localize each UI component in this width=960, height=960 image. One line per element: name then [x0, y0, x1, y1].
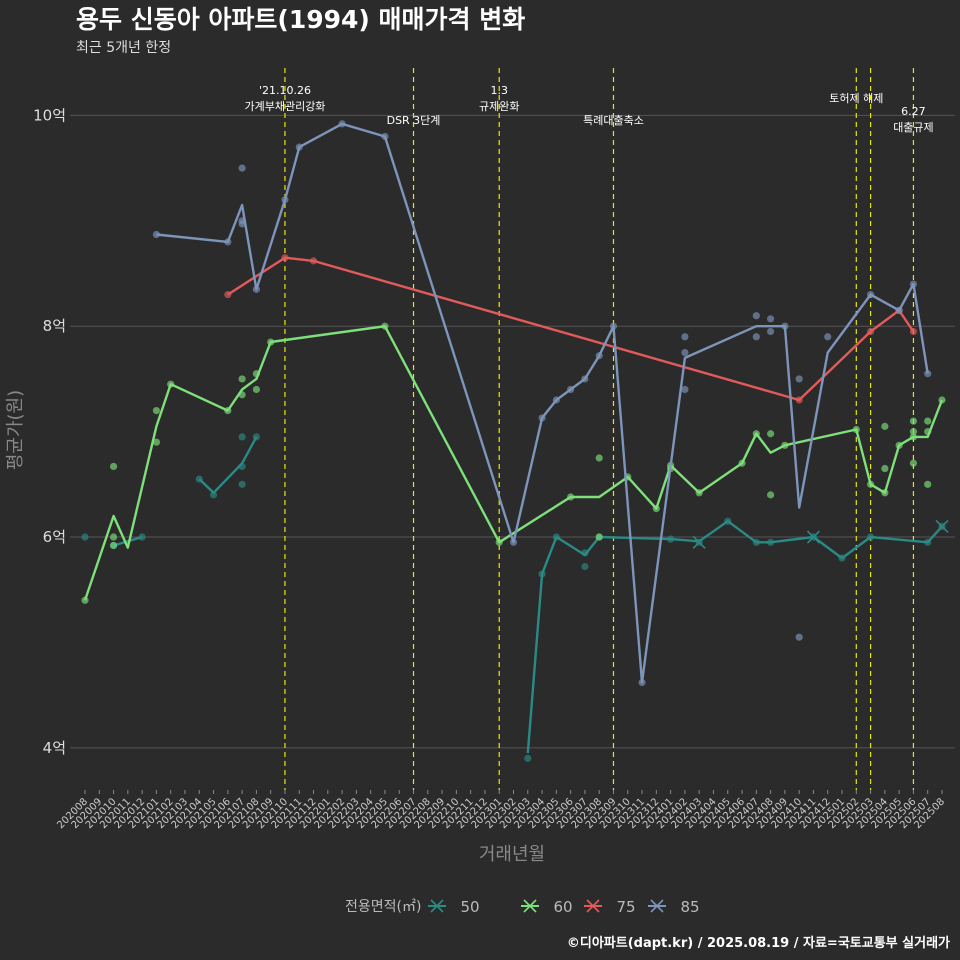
y-axis: 4억 6억 8억 10억: [33, 106, 66, 756]
data-point: [238, 433, 246, 441]
data-point: [238, 164, 246, 172]
data-point: [767, 430, 775, 438]
event-label: 대출규제: [893, 121, 933, 134]
series-line: [83, 325, 944, 601]
event-label: 특례대출축소: [583, 114, 644, 127]
event-label: 1.3: [490, 84, 508, 97]
event-label: 6.27: [901, 105, 926, 118]
legend-key-cross: [430, 899, 444, 913]
data-point: [138, 533, 146, 541]
event-label: '21.10.26: [259, 84, 311, 97]
x-axis: 2020082020092020102020112020122021012021…: [55, 790, 947, 831]
data-point: [109, 462, 118, 471]
series-line: [156, 122, 929, 684]
data-point: [681, 333, 689, 341]
data-point: [524, 754, 532, 762]
data-point: [681, 385, 689, 394]
data-point: [238, 375, 246, 383]
chart-title: 용두 신동아 아파트(1994) 매매가격 변화: [76, 5, 525, 34]
cross-marker: [806, 530, 821, 544]
chart-subtitle: 최근 5개년 한정: [76, 40, 171, 56]
data-point: [924, 417, 932, 425]
data-point: [824, 333, 832, 341]
event-label: 가계부채관리강화: [244, 100, 325, 113]
series-line: [526, 520, 943, 754]
series-line: [113, 535, 143, 547]
cross-marker: [692, 535, 706, 549]
data-point: [595, 533, 603, 541]
y-tick-label: 6억: [43, 528, 66, 546]
y-tick-label: 10억: [33, 106, 66, 124]
data-point: [238, 480, 246, 488]
data-point: [767, 491, 775, 499]
data-point: [909, 417, 918, 425]
legend-key-cross: [586, 899, 600, 913]
data-point: [752, 333, 760, 341]
legend-label: 60: [553, 898, 572, 916]
y-axis-title: 평균가(원): [5, 390, 26, 470]
data-point: [924, 480, 932, 488]
legend-label: 85: [680, 898, 699, 916]
data-point: [109, 533, 118, 541]
data-point: [767, 327, 775, 336]
legend-key-cross: [523, 899, 537, 913]
data-point: [152, 438, 161, 446]
series-85: [152, 120, 932, 687]
series-layer: [81, 120, 949, 762]
data-point: [152, 406, 161, 415]
data-point: [252, 385, 260, 394]
data-point: [909, 459, 918, 467]
data-point: [881, 422, 889, 430]
cross-marker: [935, 519, 949, 534]
event-label: 토허제 해제: [829, 91, 883, 105]
data-point: [909, 428, 918, 436]
y-tick-label: 8억: [43, 317, 66, 335]
legend: 전용면적(㎡) 50 60 75 85: [345, 898, 700, 916]
data-point: [767, 315, 775, 323]
chart-caption: ©디아파트(dapt.kr) / 2025.08.19 / 자료=국토교통부 실…: [567, 935, 950, 951]
series-line: [198, 436, 258, 494]
series-60: [81, 322, 946, 604]
legend-label: 50: [460, 898, 479, 916]
legend-label: 75: [616, 898, 635, 916]
data-point: [881, 464, 889, 473]
legend-title: 전용면적(㎡): [345, 899, 421, 915]
data-point: [595, 454, 603, 462]
data-point: [581, 562, 589, 571]
data-point: [81, 533, 89, 541]
event-label: DSR 3단계: [387, 114, 441, 127]
event-label: 규제완화: [479, 100, 519, 113]
data-point: [681, 348, 689, 357]
data-point: [795, 633, 803, 641]
y-tick-label: 4억: [43, 739, 66, 757]
data-point: [209, 491, 218, 499]
x-axis-title: 거래년월: [479, 844, 545, 865]
data-point: [795, 375, 803, 383]
data-point: [752, 312, 760, 320]
data-point: [109, 541, 118, 550]
legend-key-cross: [650, 899, 664, 913]
